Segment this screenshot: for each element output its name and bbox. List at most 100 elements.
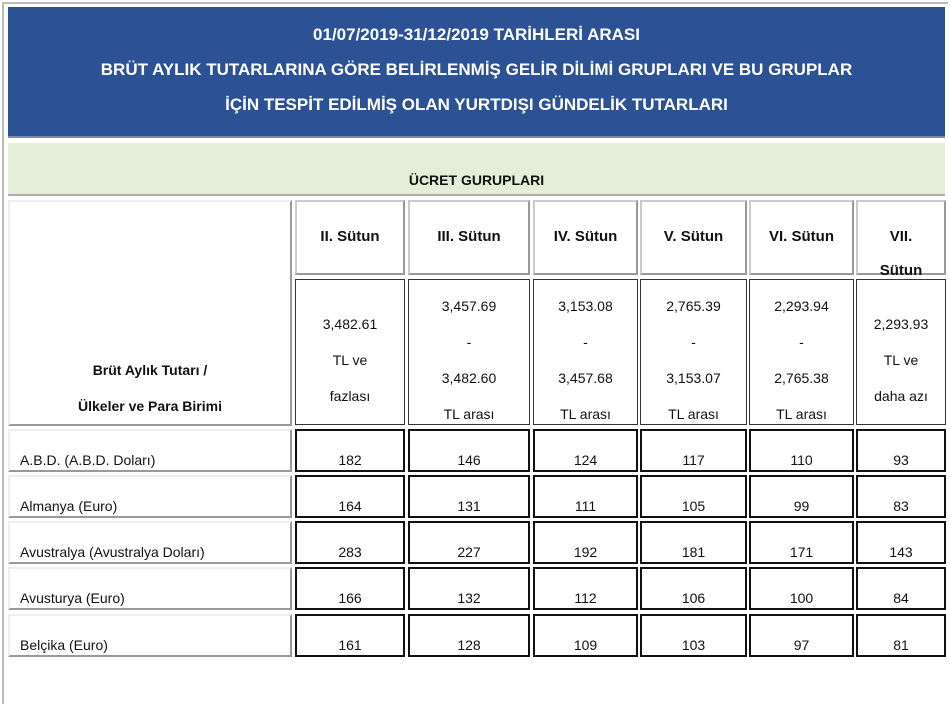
value-cell: 112 [533,567,638,610]
range-line: - [691,334,696,350]
value-cell: 105 [640,475,747,518]
value-cell: 161 [295,614,405,657]
daily-amount: 132 [457,590,481,606]
daily-amount: 128 [457,637,481,653]
daily-amount: 83 [893,498,909,514]
value-cell: 143 [856,521,946,564]
value-cell: 181 [640,521,747,564]
range-line: fazlası [329,388,371,404]
country-name: Belçika (Euro) [20,637,108,653]
daily-amount: 81 [893,637,909,653]
country-name: Avusturya (Euro) [20,590,125,606]
daily-amount: 192 [573,544,598,560]
country-name: Avustralya (Avustralya Doları) [20,544,205,560]
column-range: 3,153.08 - 3,457.68 TL arası [533,279,638,425]
daily-amount: 164 [338,498,362,514]
range-line: 3,457.69 [441,298,497,314]
row-header-line-1: Brüt Aylık Tutarı / [92,362,208,378]
daily-amount: 111 [574,498,597,514]
column-name: III. Sütun [437,228,501,245]
value-cell: 83 [856,475,946,518]
column-name: Sütun [879,262,923,279]
column-range: 2,293.94 - 2,765.38 TL arası [749,279,854,425]
range-line: 2,765.38 [774,370,829,386]
title-line-1: 01/07/2019-31/12/2019 TARİHLERİ ARASI [313,25,640,44]
column-name: VII. [889,228,913,245]
column-name: IV. Sütun [553,228,618,245]
daily-amount: 105 [681,498,706,514]
column-header: VI. Sütun [749,200,854,275]
value-cell: 128 [408,614,530,657]
range-line: 3,482.60 [441,370,497,386]
value-cell: 131 [408,475,530,518]
daily-amount: 161 [338,637,362,653]
daily-amount: 283 [338,544,362,560]
column-range: 2,765.39 - 3,153.07 TL arası [640,279,747,425]
country-cell: Avusturya (Euro) [8,567,292,610]
daily-amount: 99 [793,498,810,514]
value-cell: 283 [295,521,405,564]
country-name: Almanya (Euro) [20,498,118,514]
column-header: IV. Sütun [533,200,638,275]
value-cell: 192 [533,521,638,564]
column-name: VI. Sütun [769,228,834,245]
country-cell: Almanya (Euro) [8,475,292,518]
range-line: TL arası [443,406,495,422]
daily-amount: 227 [457,544,481,560]
range-line: 3,153.08 [558,298,613,314]
range-line: daha azı [874,388,928,404]
value-cell: 146 [408,429,530,472]
daily-amount: 171 [789,544,814,560]
range-line: TL ve [332,352,368,368]
daily-amount: 93 [893,452,909,468]
column-name: V. Sütun [663,228,724,245]
range-line: - [799,334,804,350]
value-cell: 182 [295,429,405,472]
value-cell: 132 [408,567,530,610]
title-line-3: İÇİN TESPİT EDİLMİŞ OLAN YURTDIŞI GÜNDEL… [225,95,728,114]
column-range: 3,482.61 TL ve fazlası [295,279,405,425]
value-cell: 109 [533,614,638,657]
value-cell: 93 [856,429,946,472]
column-header: II. Sütun [295,200,405,275]
daily-amount: 106 [681,590,706,606]
range-line: 3,153.07 [666,370,721,386]
row-header-cell: Brüt Aylık Tutarı / Ülkeler ve Para Biri… [8,200,292,426]
daily-amount: 84 [893,590,909,606]
range-line: 3,482.61 [322,316,378,332]
value-cell: 164 [295,475,405,518]
value-cell: 84 [856,567,946,610]
value-cell: 97 [749,614,854,657]
column-name: II. Sütun [320,228,380,245]
daily-amount: 181 [681,544,706,560]
value-cell: 99 [749,475,854,518]
daily-amount: 100 [789,590,814,606]
daily-amount: 103 [681,637,706,653]
daily-amount: 143 [889,544,913,560]
value-cell: 111 [533,475,638,518]
range-line: 2,765.39 [666,298,721,314]
daily-amount: 166 [338,590,362,606]
daily-amount: 97 [793,637,810,653]
row-header-line-2: Ülkeler ve Para Birimi [78,398,222,414]
value-cell: 106 [640,567,747,610]
range-line: 2,293.93 [873,316,929,332]
title-line-2: BRÜT AYLIK TUTARLARINA GÖRE BELİRLENMİŞ … [100,60,853,79]
value-cell: 103 [640,614,747,657]
column-range: 2,293.93 TL ve daha azı [856,279,946,425]
page-title: 01/07/2019-31/12/2019 TARİHLERİ ARASI BR… [8,7,945,138]
range-line: 2,293.94 [774,298,829,314]
daily-amount: 131 [457,498,481,514]
value-cell: 171 [749,521,854,564]
value-cell: 166 [295,567,405,610]
daily-amount: 109 [573,637,598,653]
range-line: TL arası [668,406,719,422]
country-cell: Avustralya (Avustralya Doları) [8,521,292,564]
value-cell: 124 [533,429,638,472]
daily-amount: 182 [338,452,362,468]
country-name: A.B.D. (A.B.D. Doları) [20,452,156,468]
value-cell: 100 [749,567,854,610]
value-cell: 110 [749,429,854,472]
daily-amount: 112 [574,590,597,606]
